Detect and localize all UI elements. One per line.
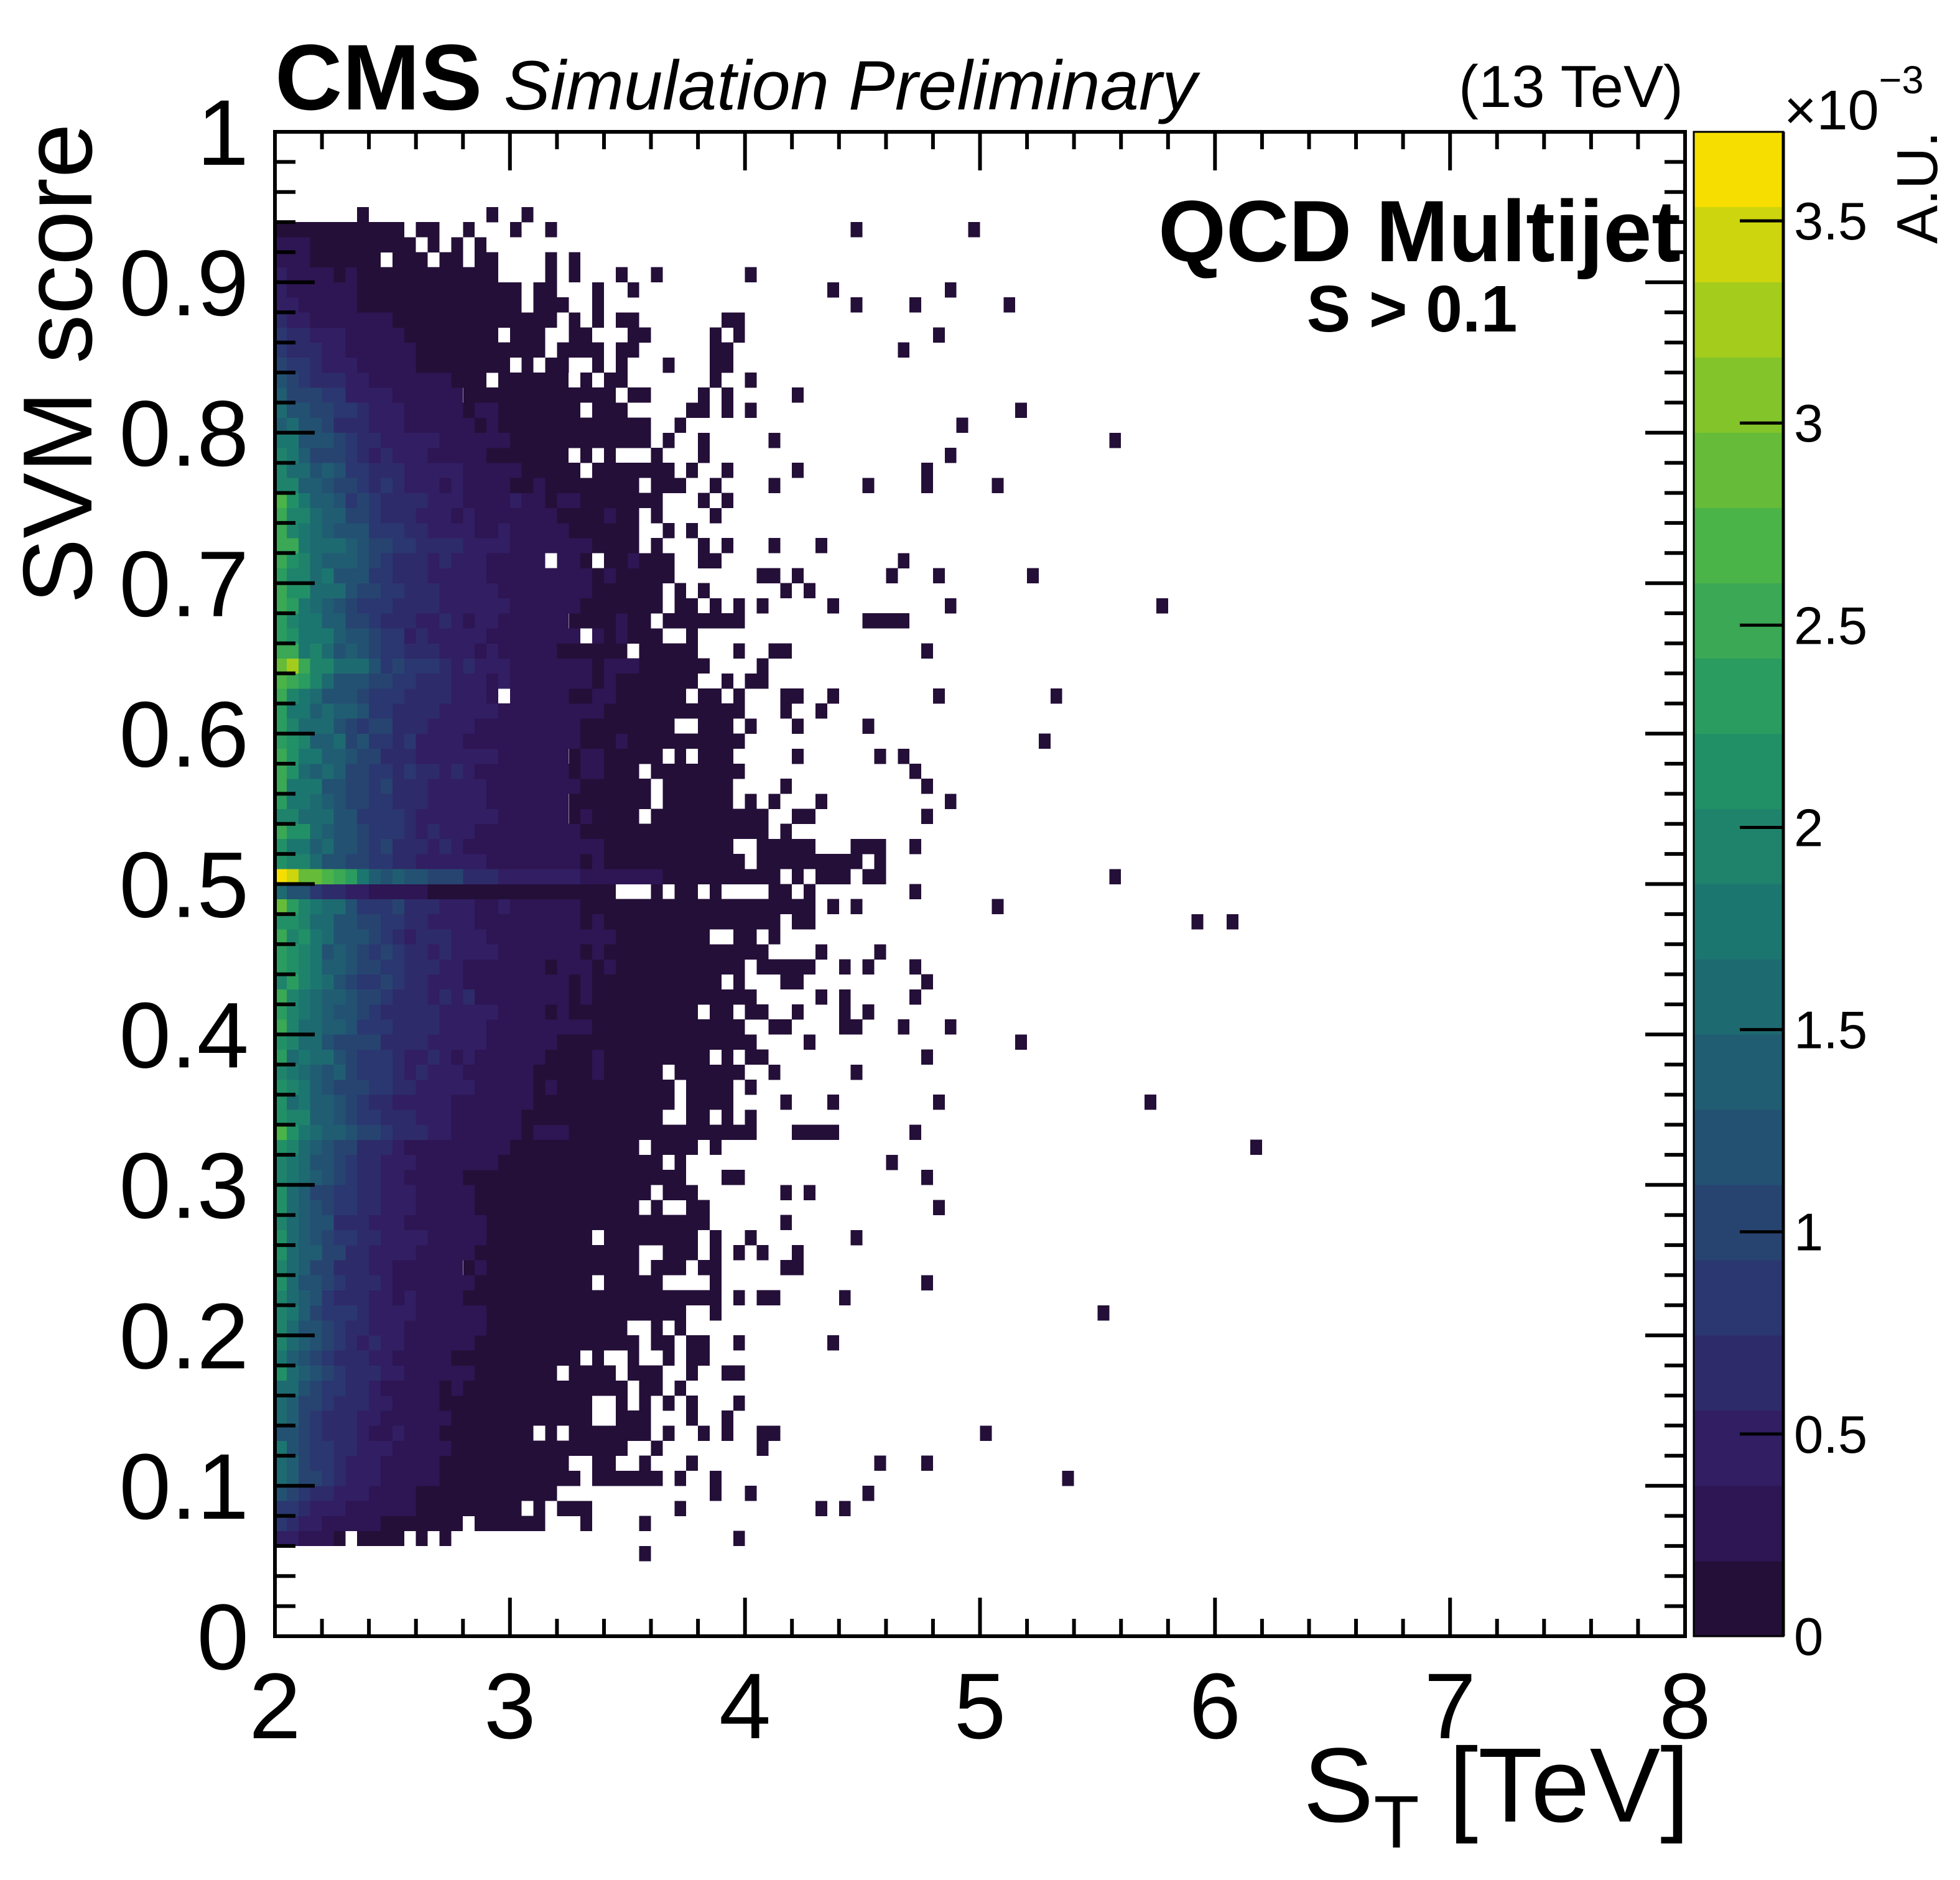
svg-text:S > 0.1: S > 0.1 (1307, 272, 1518, 346)
svg-text:(13 TeV): (13 TeV) (1459, 53, 1683, 120)
svg-text:Simulation Preliminary: Simulation Preliminary (504, 47, 1201, 124)
svg-text:ST [TeV]: ST [TeV] (1303, 1726, 1689, 1864)
svg-text:0.2: 0.2 (119, 1284, 249, 1388)
svg-text:8: 8 (1659, 1654, 1711, 1758)
svg-text:3: 3 (484, 1654, 536, 1758)
svg-text:0.7: 0.7 (119, 532, 249, 636)
svg-text:7: 7 (1424, 1654, 1475, 1758)
svg-text:3: 3 (1794, 394, 1823, 453)
svg-text:2.5: 2.5 (1794, 596, 1867, 655)
svg-text:0.8: 0.8 (119, 381, 249, 486)
svg-text:0: 0 (1794, 1608, 1823, 1667)
svg-text:0.1: 0.1 (119, 1434, 249, 1539)
svg-text:0.5: 0.5 (119, 833, 249, 937)
svg-text:SVM score: SVM score (3, 123, 113, 604)
svg-text:0.3: 0.3 (119, 1133, 249, 1238)
svg-text:2: 2 (249, 1654, 300, 1758)
svg-text:1.5: 1.5 (1794, 1001, 1867, 1060)
svg-text:1: 1 (1794, 1203, 1823, 1262)
svg-text:QCD Multijet: QCD Multijet (1158, 182, 1681, 280)
svg-text:0: 0 (197, 1585, 249, 1689)
svg-text:4: 4 (719, 1654, 771, 1758)
svg-text:3.5: 3.5 (1794, 192, 1867, 251)
svg-text:0.4: 0.4 (119, 983, 249, 1087)
svg-text:6: 6 (1189, 1654, 1241, 1758)
svg-text:CMS: CMS (275, 25, 482, 129)
svg-text:A.U.: A.U. (1885, 131, 1949, 244)
svg-text:2: 2 (1794, 799, 1823, 858)
svg-text:1: 1 (197, 80, 249, 185)
svg-text:0.5: 0.5 (1794, 1405, 1867, 1465)
svg-text:5: 5 (954, 1654, 1006, 1758)
svg-text:0.6: 0.6 (119, 682, 249, 787)
svg-text:0.9: 0.9 (119, 231, 249, 335)
